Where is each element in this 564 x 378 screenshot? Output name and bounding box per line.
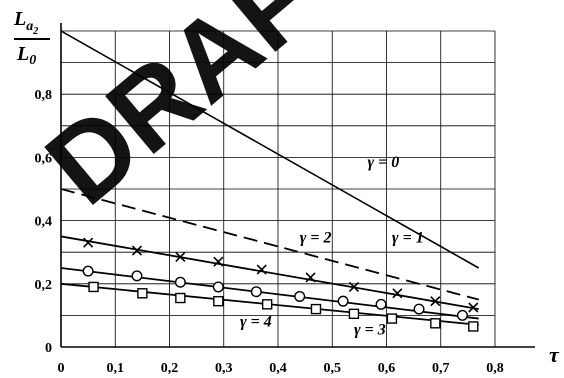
marker-circle [250, 286, 262, 298]
series-group [61, 31, 480, 326]
x-tick-label: 0 [58, 361, 65, 376]
y-tick-label: 0,6 [35, 151, 53, 166]
series-line-1 [61, 188, 479, 301]
marker-cross [83, 237, 94, 248]
annotation-label: γ = 1 [392, 230, 424, 247]
marker-square [261, 299, 273, 310]
marker-circle [337, 295, 349, 307]
marker-cross-stroke [175, 251, 186, 263]
y-label-main: L [13, 8, 26, 30]
marker-circle [131, 270, 143, 282]
x-tick-label: 0,8 [486, 361, 504, 376]
y-label-den-main: L [16, 43, 29, 65]
marker-square [468, 321, 479, 332]
marker-circle [294, 290, 306, 302]
marker-cross-stroke [305, 272, 316, 283]
marker-cross-stroke [83, 237, 94, 248]
marker-cross [348, 281, 360, 293]
axes [60, 23, 535, 348]
series-line-0 [61, 31, 480, 269]
marker-cross [131, 245, 143, 256]
y-tick-label: 0,8 [35, 88, 53, 103]
marker-square [213, 295, 224, 307]
y-tick-label: 0,4 [35, 215, 53, 230]
marker-circle [456, 309, 468, 321]
y-label-sub: a [26, 19, 33, 34]
marker-cross-stroke [430, 296, 441, 307]
marker-square [386, 313, 398, 324]
marker-circle [413, 303, 425, 315]
annotation-label: γ = 3 [354, 321, 386, 338]
marker-square [348, 308, 360, 320]
annotation-label: γ = 4 [240, 313, 272, 330]
x-tick-label: 0,1 [107, 361, 125, 376]
marker-square [310, 303, 322, 315]
marker-cross [256, 264, 267, 275]
marker-cross [305, 272, 316, 283]
svg-text:L0: L0 [16, 43, 36, 68]
marker-cross-stroke [213, 256, 224, 267]
marker-square [430, 318, 441, 329]
annotation-label: γ = 2 [300, 230, 332, 247]
marker-cross [175, 251, 186, 263]
x-tick-label: 0,2 [161, 361, 179, 376]
marker-cross-stroke [131, 245, 143, 256]
marker-circle [212, 281, 224, 293]
markers-group [82, 237, 479, 332]
marker-cross [468, 302, 479, 313]
marker-square [137, 288, 148, 299]
marker-cross-stroke [256, 264, 267, 275]
marker-square [175, 292, 186, 304]
marker-circle [82, 265, 94, 277]
y-axis-label: La2 L0 [13, 8, 50, 68]
y-tick-label: 0,2 [35, 278, 53, 293]
x-tick-label: 0,5 [324, 361, 342, 376]
y-tick-label: 0 [45, 341, 52, 356]
watermark: DRAFT [24, 0, 389, 228]
marker-cross-stroke [468, 302, 479, 313]
x-tick-label: 0,3 [215, 361, 233, 376]
annotation-label: γ = 0 [368, 154, 400, 171]
marker-circle [174, 276, 186, 288]
marker-cross-stroke [392, 288, 403, 299]
x-tick-label: 0,6 [378, 361, 396, 376]
svg-text:La2: La2 [13, 8, 38, 37]
marker-cross [392, 288, 403, 299]
series-line-3 [61, 267, 479, 320]
series-line-2 [61, 235, 479, 310]
y-label-subsub: 2 [32, 26, 38, 37]
x-tick-label: 0,7 [432, 361, 450, 376]
tick-labels: 0 0,1 0,2 0,3 0,4 0,5 0,6 0,7 0,8 0 0,2 0,4 0,6 0,8 [35, 88, 504, 376]
marker-square [88, 281, 99, 293]
marker-cross [213, 256, 224, 267]
annotations-group: γ = 0 γ = 1 γ = 2 γ = 3 γ = 4 [240, 154, 424, 338]
x-tick-label: 0,4 [269, 361, 287, 376]
marker-cross-stroke [348, 281, 360, 293]
y-label-den-sub: 0 [29, 53, 36, 68]
marker-cross [430, 296, 441, 307]
grid [61, 30, 496, 347]
marker-circle [375, 298, 387, 310]
x-axis-label: τ [549, 342, 560, 367]
